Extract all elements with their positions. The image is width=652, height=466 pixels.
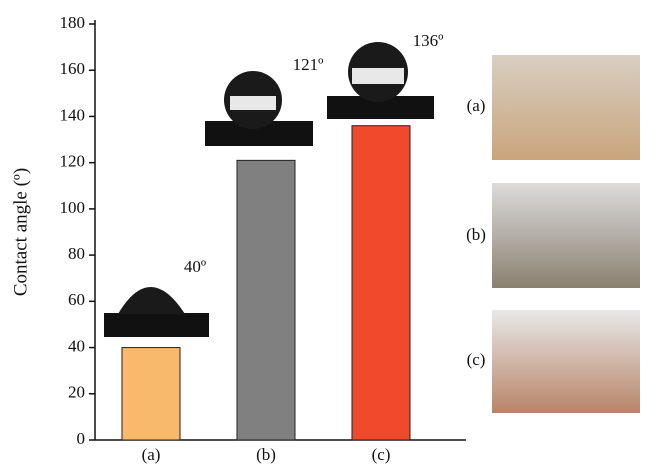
y-tick-label: 100: [60, 198, 86, 217]
bar: [236, 159, 296, 441]
bar: [121, 347, 181, 441]
photo-label: (b): [466, 225, 486, 244]
x-tick-label: (b): [256, 445, 276, 464]
value-label: 40º: [184, 257, 206, 276]
y-tick-label: 20: [68, 383, 85, 402]
y-tick-label: 40: [68, 336, 85, 355]
y-tick-label: 180: [60, 13, 86, 32]
y-axis-label: Contact angle (º): [10, 168, 31, 296]
y-tick-label: 160: [60, 59, 86, 78]
y-tick-label: 80: [68, 244, 85, 263]
value-label: 136º: [413, 31, 444, 50]
y-tick-label: 120: [60, 152, 86, 171]
photo-a: [492, 55, 640, 160]
photo-b: [492, 183, 640, 288]
y-tick-label: 140: [60, 105, 86, 124]
photo-label: (c): [467, 350, 486, 369]
droplet-inset-a: [104, 287, 209, 337]
y-tick-label: 60: [68, 290, 85, 309]
value-label: 121º: [293, 55, 324, 74]
droplet-inset-c: [327, 42, 434, 119]
droplet-inset-b: [205, 71, 313, 146]
x-tick-label: (a): [142, 445, 161, 464]
bar: [351, 125, 411, 441]
x-tick-label: (c): [372, 445, 391, 464]
y-tick-label: 0: [77, 429, 86, 448]
photo-c: [492, 310, 640, 413]
photo-label: (a): [467, 96, 486, 115]
